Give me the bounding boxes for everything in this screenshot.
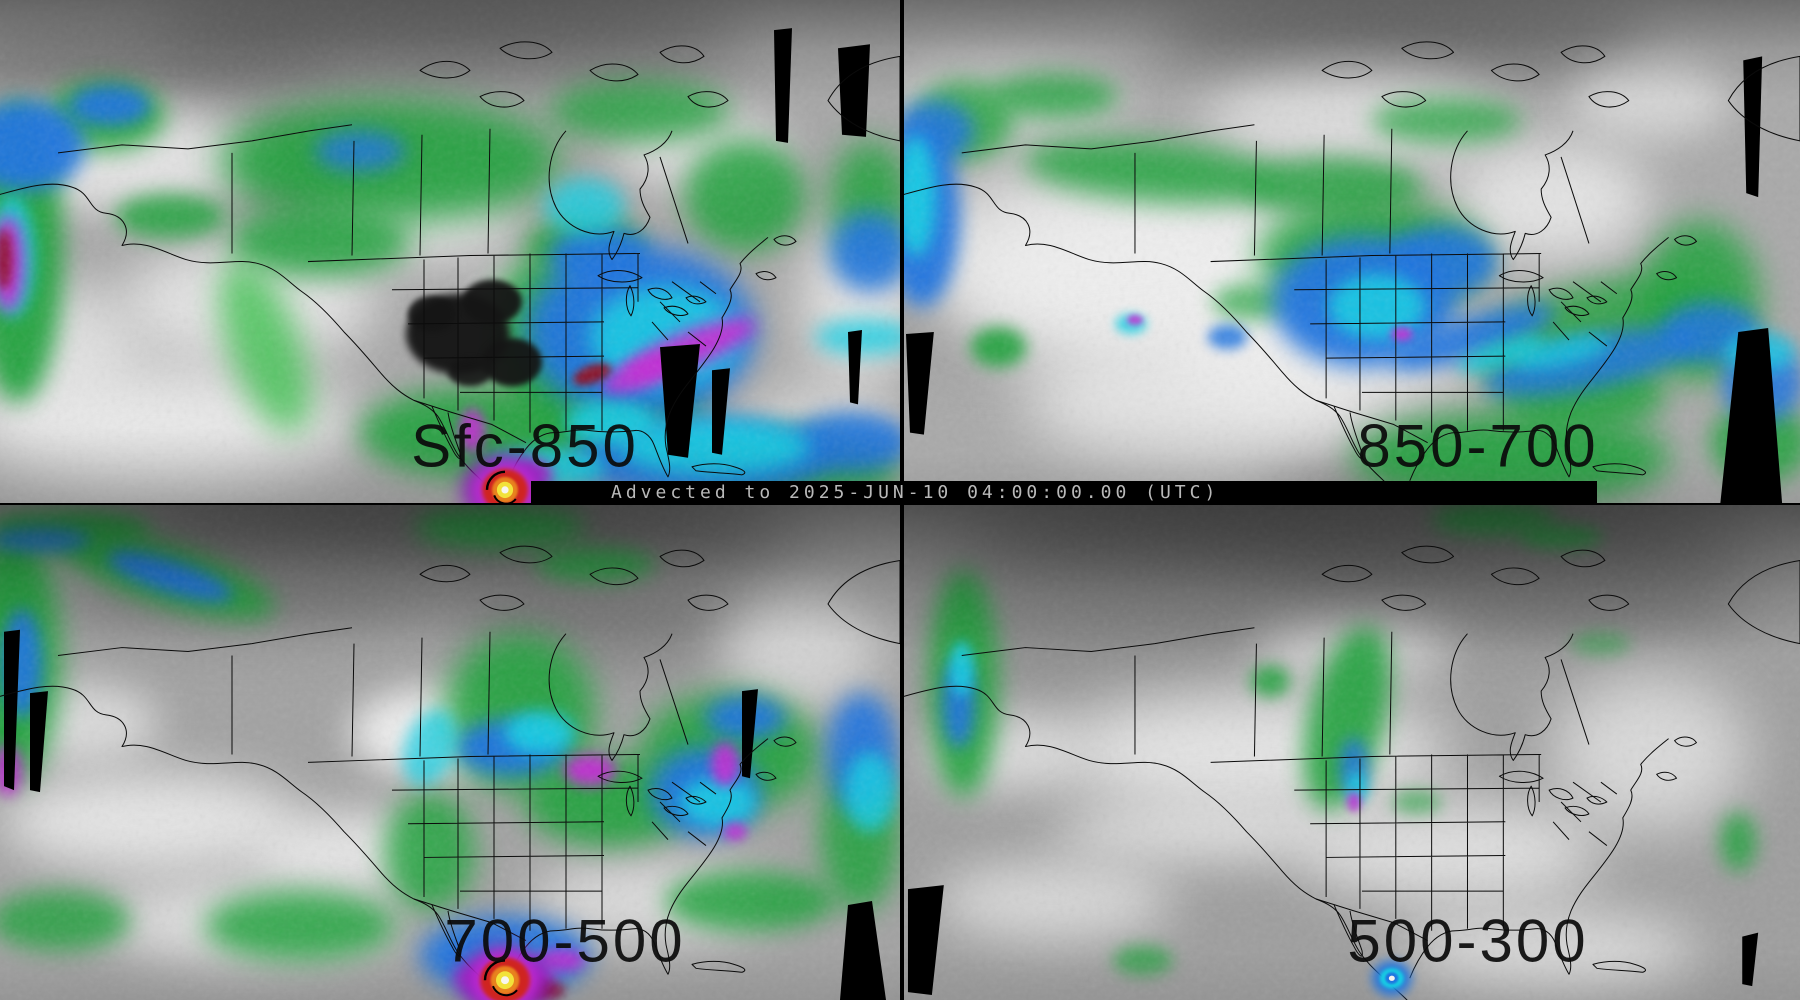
advection-time-banner: Advected to 2025-JUN-10 04:00:00.00 (UTC… [531,481,1597,504]
panel-500-300 [904,505,1800,1000]
sfc-850-imagery [0,0,900,503]
panel-850-700 [904,0,1800,503]
700-500-imagery [0,505,900,1000]
panel-sfc-850 [0,0,900,503]
500-300-imagery [904,505,1800,1000]
panel-700-500 [0,505,900,1000]
850-700-imagery [904,0,1800,503]
